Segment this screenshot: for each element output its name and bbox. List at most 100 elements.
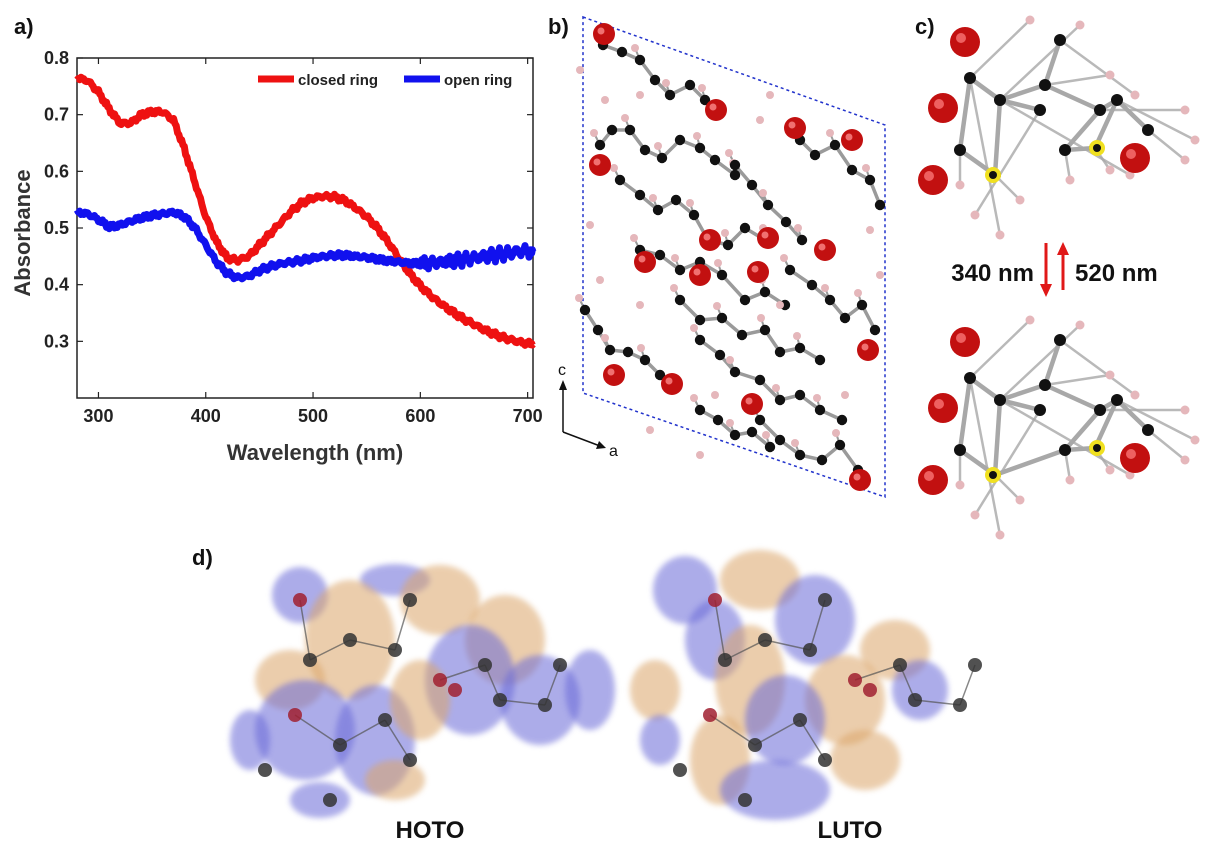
hydrogen-atom [693,132,701,140]
hydrogen-atom [714,259,722,267]
luto-label: LUTO [818,817,883,844]
bond [484,664,501,701]
bond [1114,97,1151,133]
carbon-atom [989,469,1001,481]
carbon-atom [656,152,668,164]
hydrogen-atom [725,149,733,157]
sulfur-atom [1089,440,1105,456]
bond [997,382,1048,403]
hydrogen-atom [1105,370,1115,380]
orbital-lobe-negative [775,575,855,665]
hydrogen-atom [686,199,694,207]
hydrogen-atom [654,142,662,150]
hydrogen-atom [757,314,765,322]
carbon-atom [796,234,808,246]
carbon-atom [764,441,776,453]
orbital-lobe-negative [653,556,717,624]
carbon-atom [869,324,881,336]
oxygen-atom [747,261,769,283]
sulfur-atom [985,167,1001,183]
carbon-atom [746,179,758,191]
carbon-atom [1039,79,1051,91]
carbon-atom [639,144,651,156]
carbon-atom [864,174,876,186]
hydrogen-atom [1105,70,1115,80]
carbon-atom [794,449,806,461]
closed-ring-molecule [918,15,1200,240]
hydrogen-atom [1065,475,1075,485]
carbon-atom [652,204,664,216]
bond [992,397,1003,478]
hydrogen-atom [758,276,766,284]
hydrogen-atom [1180,405,1190,415]
oxygen-atom [699,229,721,251]
atom [433,673,447,687]
carbon-atom [964,72,976,84]
carbon-atom [710,109,722,121]
panel-label-d: d) [192,545,213,570]
series-line-closed-ring [74,73,536,349]
carbon-atom [784,264,796,276]
hydrogen-atom [593,29,601,37]
atom [703,708,717,722]
oxygen-atom [589,154,611,176]
orbital-lobe-negative [360,564,430,596]
atom [718,653,732,667]
bond [294,714,341,746]
carbon-atom [759,324,771,336]
hydrogen-atom [1015,195,1025,205]
bond-chain [639,248,786,307]
bond [349,639,396,651]
hydrogen-atom [1125,170,1135,180]
crystal-bonds [578,32,882,472]
orbital-lobe-positive [715,625,785,735]
y-tick-label: 0.8 [44,48,69,68]
atom [758,633,772,647]
oxygen-atom [741,393,763,415]
hydrogen-atom [636,91,644,99]
hydrogen-atom [794,224,802,232]
hydrogen-atom [637,344,645,352]
hoto-label: HOTO [396,817,465,844]
hydrogen-atom [1025,15,1035,25]
bond-chain [583,309,662,377]
atom [818,753,832,767]
hydrogen-atom [630,234,638,242]
carbon-atom [1034,104,1046,116]
atom [478,658,492,672]
carbon-atom [694,334,706,346]
hydrogen-atom [1125,470,1135,480]
hydrogen-atom [759,224,767,232]
x-tick-label: 700 [513,406,543,426]
bond [544,664,561,706]
carbon-atom [814,354,826,366]
hydrogen-atom [671,254,679,262]
orbital-lobe-negative [272,567,328,623]
carbon-atom [746,426,758,438]
open-ring-molecule [918,315,1200,540]
orbital-lobe-negative [685,600,745,680]
carbon-atom [816,454,828,466]
orbital-lobe-positive [690,715,750,805]
hydrogen-atom [596,276,604,284]
carbon-atom [1142,124,1154,136]
hydrogen-atom [1180,105,1190,115]
carbon-atom [954,144,966,156]
orbital-lobe-negative [720,760,830,820]
y-tick-label: 0.6 [44,161,69,181]
carbon-atom [634,54,646,66]
bond [959,664,976,706]
y-axis-label: Absorbance [10,169,35,296]
oxygen-atom [841,129,863,151]
x-tick-label: 500 [298,406,328,426]
hydrogen-atom [1190,135,1200,145]
atom [323,793,337,807]
hydrogen-atom [970,210,980,220]
atom [738,793,752,807]
carbon-atom [729,159,741,171]
hoto-orbital [230,564,615,818]
carbon-atom [624,124,636,136]
bond [1097,97,1120,113]
carbon-atom [594,139,606,151]
atom [403,593,417,607]
